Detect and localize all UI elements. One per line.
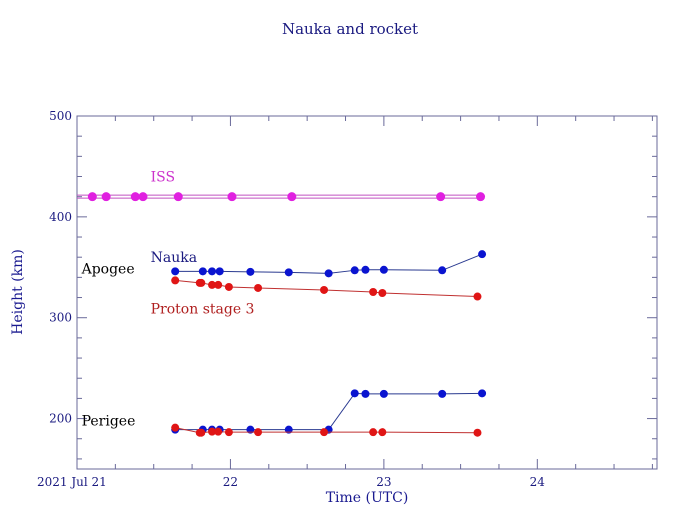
tick-labels: 2021 Jul 21 22 23 24 200 300 400 500 — [37, 109, 545, 489]
data-point — [476, 192, 486, 202]
series-group — [77, 192, 487, 437]
x-tick-label: 23 — [376, 475, 391, 489]
x-axis-label: Time (UTC) — [326, 490, 409, 506]
data-point — [246, 425, 255, 434]
annotation-iss: ISS — [151, 170, 175, 186]
x-tick-label: 2021 Jul 21 — [37, 475, 107, 489]
series-nauka-apogee — [171, 250, 487, 278]
data-point — [369, 428, 378, 437]
series-proton-stage-3-apogee — [171, 276, 482, 301]
annotation-perigee: Perigee — [82, 414, 136, 430]
data-point — [197, 278, 206, 287]
data-point — [378, 428, 387, 437]
data-point — [320, 285, 329, 294]
series-iss — [77, 192, 486, 202]
data-point — [254, 283, 263, 292]
data-point — [208, 427, 217, 436]
annotations: ISS Nauka Apogee Proton stage 3 Perigee — [81, 170, 255, 430]
data-point — [436, 192, 446, 202]
data-point — [478, 250, 487, 259]
chart-title: Nauka and rocket — [282, 20, 418, 38]
series-nauka-perigee — [171, 389, 487, 434]
data-point — [171, 423, 180, 432]
data-point — [320, 428, 329, 437]
data-point — [379, 265, 388, 274]
x-tick-label: 22 — [223, 475, 238, 489]
data-point — [284, 425, 293, 434]
data-point — [473, 428, 482, 437]
axis-ticks — [76, 115, 657, 469]
data-point — [208, 280, 217, 289]
annotation-proton-stage-3: Proton stage 3 — [151, 302, 255, 318]
data-point — [87, 192, 97, 202]
data-point — [214, 280, 223, 289]
data-point — [350, 266, 359, 275]
data-point — [379, 389, 388, 398]
data-point — [350, 389, 359, 398]
data-point — [254, 428, 263, 437]
series-proton-stage-3-perigee — [171, 423, 482, 437]
y-tick-label: 400 — [49, 210, 72, 224]
data-point — [101, 192, 111, 202]
data-point — [224, 428, 233, 437]
plot-frame — [76, 115, 658, 470]
y-tick-label: 300 — [49, 311, 72, 325]
data-point — [173, 192, 183, 202]
y-tick-label: 500 — [49, 109, 72, 123]
data-point — [197, 428, 206, 437]
data-point — [208, 267, 217, 276]
data-point — [361, 389, 370, 398]
series-line — [175, 392, 483, 431]
y-tick-label: 200 — [49, 412, 72, 426]
annotation-nauka: Nauka — [151, 250, 197, 266]
data-point — [138, 192, 148, 202]
data-point — [473, 292, 482, 301]
data-point — [438, 389, 447, 398]
data-point — [246, 267, 255, 276]
data-point — [438, 266, 447, 275]
data-point — [171, 267, 180, 276]
y-axis-label: Height (km) — [10, 249, 26, 335]
data-point — [378, 289, 387, 298]
data-point — [369, 287, 378, 296]
data-point — [227, 192, 237, 202]
data-point — [171, 276, 180, 285]
data-point — [287, 192, 297, 202]
data-point — [224, 282, 233, 291]
annotation-apogee: Apogee — [81, 261, 135, 277]
data-point — [361, 265, 370, 274]
x-tick-label: 24 — [530, 475, 546, 489]
data-point — [284, 268, 293, 277]
data-point — [478, 389, 487, 398]
data-point — [198, 267, 207, 276]
data-point — [130, 192, 140, 202]
data-point — [324, 269, 333, 278]
data-point — [214, 427, 223, 436]
data-point — [215, 267, 224, 276]
